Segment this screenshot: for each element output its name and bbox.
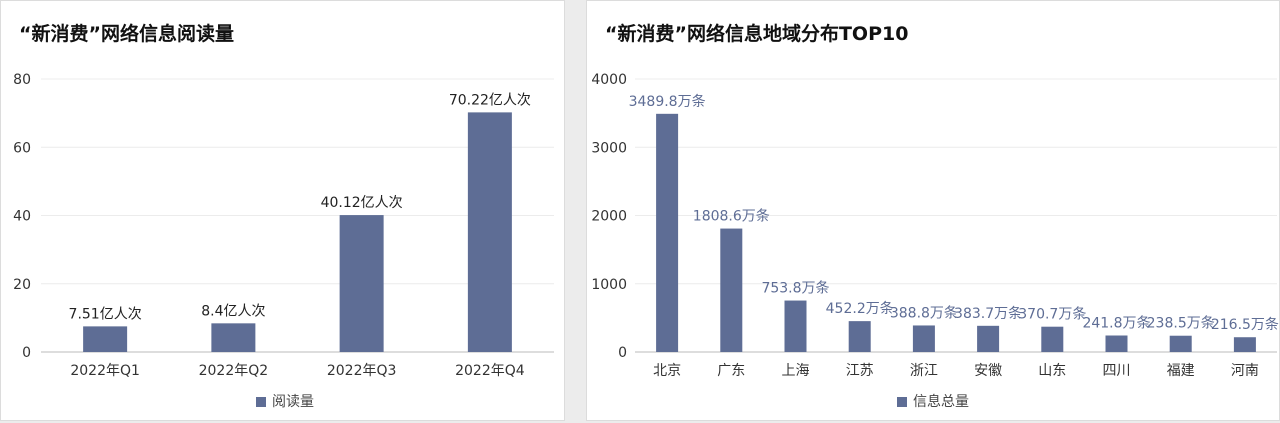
x-tick-label: 2022年Q3 — [327, 363, 397, 379]
y-tick-label: 1000 — [591, 277, 627, 293]
x-tick-label: 上海 — [782, 363, 810, 379]
data-label: 40.12亿人次 — [321, 195, 403, 211]
x-tick-label: 2022年Q1 — [70, 363, 140, 379]
legend-swatch — [897, 397, 907, 407]
legend-label: 信息总量 — [913, 394, 969, 410]
bar — [848, 321, 871, 352]
y-tick-label: 0 — [22, 345, 31, 361]
reading-volume-chart: 0 20 40 60 80 7.51亿人次 2022年Q1 8.4亿人次 2022年Q2 40.1… — [13, 72, 554, 379]
legend: 信息总量 — [897, 391, 969, 411]
data-label: 383.7万条 — [954, 305, 1022, 322]
data-label: 3489.8万条 — [629, 93, 706, 110]
data-label: 1808.6万条 — [693, 208, 770, 225]
y-tick-label: 80 — [13, 72, 31, 88]
y-tick-label: 0 — [618, 345, 627, 361]
legend: 阅读量 — [256, 391, 314, 411]
y-tick-label: 3000 — [591, 140, 627, 156]
bar — [720, 228, 743, 352]
bar — [339, 215, 384, 352]
data-label: 216.5万条 — [1211, 316, 1279, 333]
region-distribution-chart-panel: “新消费”网络信息地域分布TOP10 0 1000 2000 3000 4000 3489… — [586, 0, 1280, 421]
x-tick-label: 山东 — [1038, 363, 1066, 379]
legend-swatch — [256, 397, 266, 407]
bar — [83, 326, 128, 352]
bar — [656, 113, 679, 352]
data-label: 753.8万条 — [761, 280, 829, 297]
x-tick-label: 广东 — [717, 363, 745, 379]
data-label: 370.7万条 — [1018, 306, 1086, 323]
x-tick-label: 四川 — [1103, 363, 1131, 379]
x-tick-label: 北京 — [653, 363, 681, 379]
data-label: 388.8万条 — [890, 304, 958, 321]
bar — [1105, 335, 1128, 352]
bar — [211, 323, 256, 352]
bar — [784, 300, 807, 352]
y-tick-label: 4000 — [591, 72, 627, 88]
bar — [977, 325, 1000, 352]
chart-title: “新消费”网络信息阅读量 — [19, 23, 234, 45]
y-tick-label: 20 — [13, 277, 31, 293]
bar — [467, 112, 512, 352]
reading-volume-chart-panel: “新消费”网络信息阅读量 0 20 40 60 80 7.51亿人次 2022年Q1 8.4亿… — [0, 0, 565, 421]
data-label: 452.2万条 — [826, 300, 894, 317]
x-tick-label: 江苏 — [846, 363, 874, 379]
data-label: 241.8万条 — [1082, 314, 1150, 331]
x-tick-label: 浙江 — [910, 363, 938, 379]
y-tick-label: 60 — [13, 140, 31, 156]
y-tick-label: 2000 — [591, 209, 627, 225]
bar — [1041, 326, 1064, 352]
bar — [912, 325, 935, 352]
bar — [1233, 337, 1256, 352]
x-tick-label: 2022年Q2 — [199, 363, 269, 379]
data-label: 238.5万条 — [1147, 315, 1215, 332]
x-tick-label: 安徽 — [974, 363, 1002, 379]
x-tick-label: 福建 — [1167, 363, 1195, 379]
x-tick-label: 河南 — [1231, 363, 1259, 379]
bar — [1169, 335, 1192, 352]
y-tick-label: 40 — [13, 209, 31, 225]
data-label: 7.51亿人次 — [69, 306, 142, 322]
legend-label: 阅读量 — [272, 394, 314, 410]
chart-title: “新消费”网络信息地域分布TOP10 — [605, 23, 909, 45]
x-tick-label: 2022年Q4 — [455, 363, 525, 379]
data-label: 8.4亿人次 — [201, 303, 265, 319]
data-label: 70.22亿人次 — [449, 92, 531, 108]
